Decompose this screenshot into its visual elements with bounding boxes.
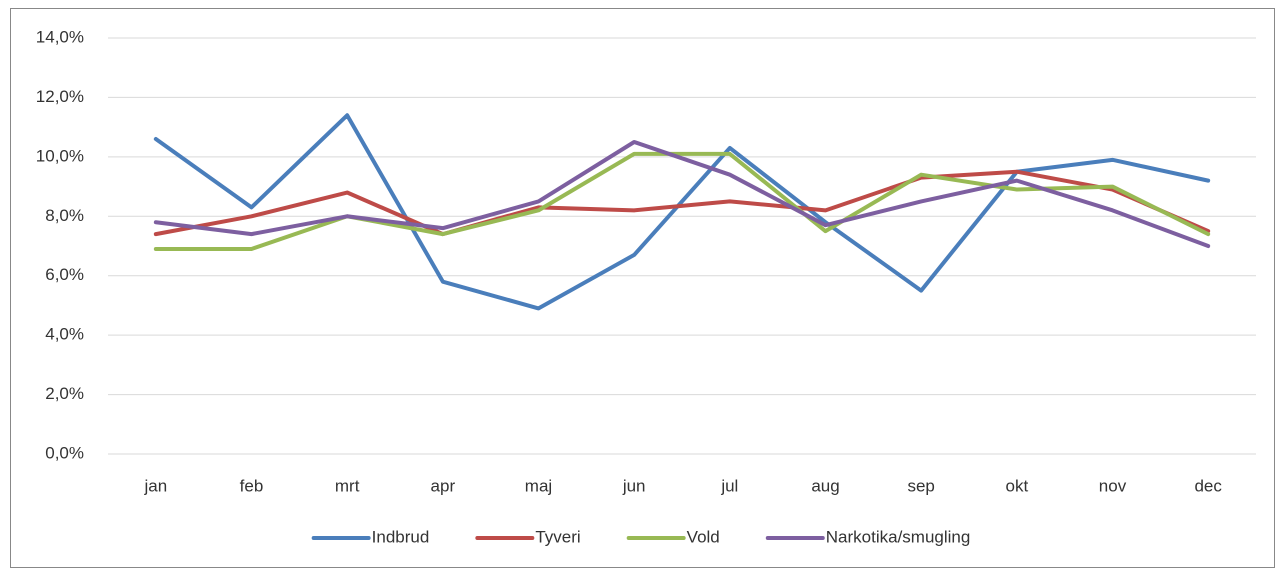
y-tick-label: 12,0% [36, 87, 84, 106]
series-line [153, 140, 1211, 248]
x-tick-label: maj [525, 476, 552, 495]
series-line [153, 151, 1211, 251]
legend-label: Narkotika/smugling [826, 527, 971, 546]
x-tick-label: jun [622, 476, 646, 495]
chart-border [10, 8, 1275, 568]
legend-label: Indbrud [372, 527, 430, 546]
y-tick-label: 0,0% [45, 443, 84, 462]
y-tick-label: 6,0% [45, 265, 84, 284]
x-tick-label: sep [907, 476, 934, 495]
series-line [153, 113, 1211, 311]
x-tick-label: mrt [335, 476, 360, 495]
y-tick-label: 10,0% [36, 146, 84, 165]
legend-label: Tyveri [535, 527, 580, 546]
y-tick-label: 14,0% [36, 27, 84, 46]
x-tick-label: nov [1099, 476, 1127, 495]
x-tick-label: apr [431, 476, 456, 495]
x-tick-label: feb [240, 476, 264, 495]
y-tick-label: 8,0% [45, 206, 84, 225]
y-tick-label: 4,0% [45, 325, 84, 344]
x-tick-label: dec [1194, 476, 1222, 495]
y-tick-label: 2,0% [45, 384, 84, 403]
x-tick-label: jan [143, 476, 167, 495]
x-tick-label: okt [1005, 476, 1028, 495]
legend-label: Vold [687, 527, 720, 546]
x-tick-label: jul [720, 476, 738, 495]
series-line [153, 169, 1211, 237]
x-tick-label: aug [811, 476, 839, 495]
